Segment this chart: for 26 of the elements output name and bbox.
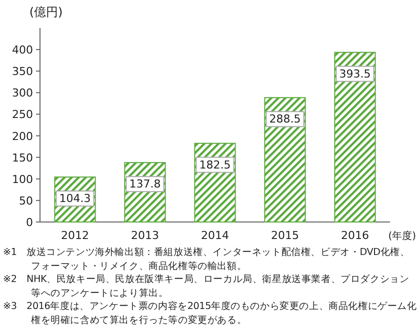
y-tick-label: 50 (19, 194, 33, 208)
data-label: 104.3 (59, 192, 91, 206)
x-tick-label: 2016 (341, 229, 369, 242)
x-axis-title: (年度) (388, 230, 416, 242)
x-tick-label: 2014 (201, 229, 229, 242)
y-axis-title: (億円) (29, 5, 63, 19)
data-label: 288.5 (269, 112, 301, 126)
text: ※2 NHK、民放キー局、民放在阪準キー局、ローカル局、衛星放送事業者、プロダクション等へのアンケートにより算出。 (3, 273, 410, 300)
x-tick-label: 2013 (131, 229, 159, 242)
y-tick-label: 350 (12, 65, 33, 78)
data-label: 393.5 (339, 67, 371, 80)
bar (334, 52, 376, 222)
x-tick-label: 2012 (61, 229, 89, 242)
data-label: 182.5 (199, 158, 231, 172)
y-tick-label: 400 (12, 44, 33, 57)
y-tick-label: 200 (12, 130, 33, 143)
x-tick-label: 2015 (271, 229, 299, 242)
y-tick-label: 0 (26, 216, 33, 229)
bar (264, 97, 306, 222)
y-tick-label: 150 (12, 151, 33, 164)
text: ※3 2016年度は、アンケート票の内容を2015年度のものから変更の上、商品化権にゲーム化権を明確に含めて算出を行った等の変更がある。 (3, 300, 417, 328)
y-tick-label: 300 (12, 86, 33, 100)
text: ※1 放送コンテンツ海外輸出額：番組放送権、インターネット配信権、ビデオ・DVD化権、フォーマット・リメイク、商品化権等の輸出額。 (3, 246, 411, 274)
y-tick-label: 100 (12, 172, 33, 186)
y-tick-label: 250 (12, 108, 33, 122)
data-label: 137.8 (129, 178, 161, 191)
